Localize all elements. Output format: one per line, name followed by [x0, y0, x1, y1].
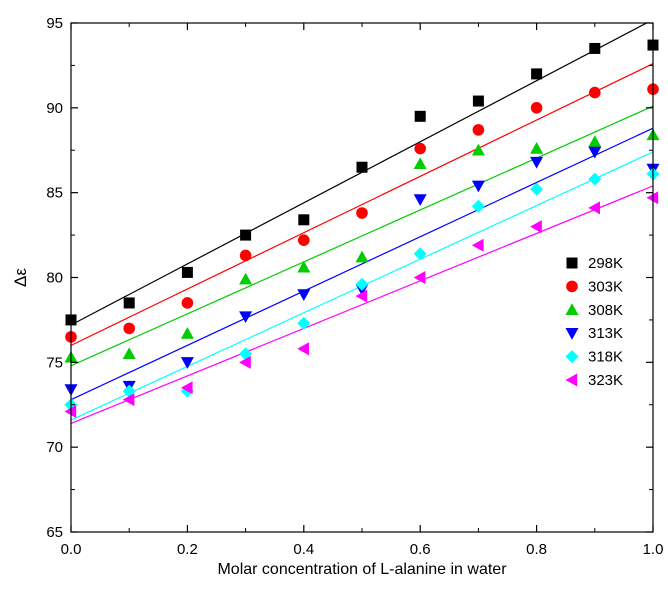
data-point-323K — [297, 342, 309, 356]
plot-frame — [70, 22, 654, 533]
x-tick-label: 0.6 — [410, 541, 431, 558]
data-point-323K — [471, 238, 484, 252]
y-axis-label: Δε — [11, 268, 30, 287]
data-point-318K — [297, 316, 311, 330]
data-point-303K — [239, 249, 252, 262]
data-point-308K — [297, 260, 311, 273]
legend-marker-313K — [565, 328, 579, 340]
data-point-298K — [589, 42, 601, 54]
data-point-303K — [123, 322, 135, 335]
fit-line-308K — [71, 105, 653, 367]
data-point-323K — [646, 191, 659, 205]
data-point-313K — [180, 357, 194, 369]
data-point-323K — [239, 355, 251, 369]
legend-marker-323K — [565, 373, 578, 387]
data-point-323K — [122, 393, 135, 407]
data-point-303K — [414, 142, 427, 155]
data-point-313K — [471, 180, 485, 193]
x-tick-label: 0.8 — [526, 541, 547, 558]
data-point-308K — [413, 157, 427, 170]
data-point-318K — [355, 277, 369, 291]
data-point-303K — [298, 234, 310, 246]
data-point-298K — [123, 297, 135, 309]
x-tick-label: 0.0 — [61, 541, 82, 558]
data-point-303K — [589, 86, 601, 99]
y-tick-label: 90 — [46, 100, 63, 117]
legend-label-303K: 303K — [588, 278, 623, 295]
data-point-308K — [588, 135, 602, 147]
data-point-323K — [64, 405, 77, 419]
legend-marker-303K — [566, 280, 578, 293]
y-axis-ticks: 65 70 75 80 85 90 95 — [46, 15, 653, 541]
x-tick-label: 0.4 — [293, 541, 314, 558]
y-tick-label: 85 — [46, 185, 63, 202]
data-point-303K — [530, 102, 543, 114]
data-point-298K — [298, 214, 310, 226]
x-tick-label: 1.0 — [643, 541, 664, 558]
data-point-323K — [530, 220, 542, 234]
x-axis-label: Molar concentration of L-alanine in wate… — [217, 561, 507, 578]
data-point-323K — [180, 381, 193, 395]
data-point-323K — [588, 201, 600, 215]
data-point-303K — [472, 124, 485, 136]
data-point-303K — [181, 297, 194, 309]
data-point-313K — [530, 156, 544, 169]
fit-line-313K — [71, 127, 653, 401]
data-point-298K — [472, 95, 484, 107]
data-point-318K — [530, 182, 544, 196]
fit-line-303K — [71, 63, 653, 346]
data-point-323K — [413, 271, 426, 284]
y-tick-label: 80 — [46, 270, 63, 287]
legend-marker-308K — [565, 303, 579, 315]
legend-marker-318K — [565, 350, 579, 364]
data-point-298K — [414, 110, 426, 122]
legend-label-323K: 323K — [588, 372, 623, 389]
data-point-303K — [356, 207, 368, 219]
legend-marker-298K — [566, 257, 578, 269]
y-tick-label: 65 — [46, 524, 63, 541]
fit-lines — [71, 23, 653, 424]
legend-label-298K: 298K — [588, 255, 623, 272]
data-point-323K — [355, 289, 368, 303]
data-point-298K — [356, 161, 368, 173]
y-tick-label: 75 — [46, 354, 63, 371]
data-point-318K — [471, 199, 485, 213]
data-point-298K — [181, 266, 193, 278]
data-point-308K — [471, 143, 485, 156]
data-point-298K — [240, 229, 252, 241]
legend-label-313K: 313K — [588, 325, 623, 342]
data-point-313K — [413, 194, 427, 206]
x-tick-label: 0.2 — [177, 541, 198, 558]
y-tick-label: 95 — [46, 15, 63, 32]
y-tick-label: 70 — [46, 439, 63, 456]
data-point-313K — [297, 289, 311, 301]
data-point-313K — [588, 146, 602, 159]
data-point-313K — [239, 311, 253, 324]
data-point-318K — [588, 172, 602, 186]
legend-label-318K: 318K — [588, 349, 623, 366]
legend-label-308K: 308K — [588, 302, 623, 319]
data-point-308K — [180, 326, 194, 339]
legend: 298K 303K 308K 313K 318K 323K — [565, 255, 623, 389]
data-point-308K — [355, 250, 369, 263]
data-point-308K — [122, 347, 136, 360]
data-point-308K — [239, 272, 253, 285]
data-point-318K — [413, 247, 427, 261]
data-markers — [64, 39, 660, 419]
x-axis-ticks: 0.0 0.2 0.4 0.6 0.8 1.0 — [61, 23, 664, 558]
data-point-298K — [531, 68, 543, 80]
data-point-308K — [530, 142, 544, 154]
fit-line-323K — [71, 185, 653, 424]
